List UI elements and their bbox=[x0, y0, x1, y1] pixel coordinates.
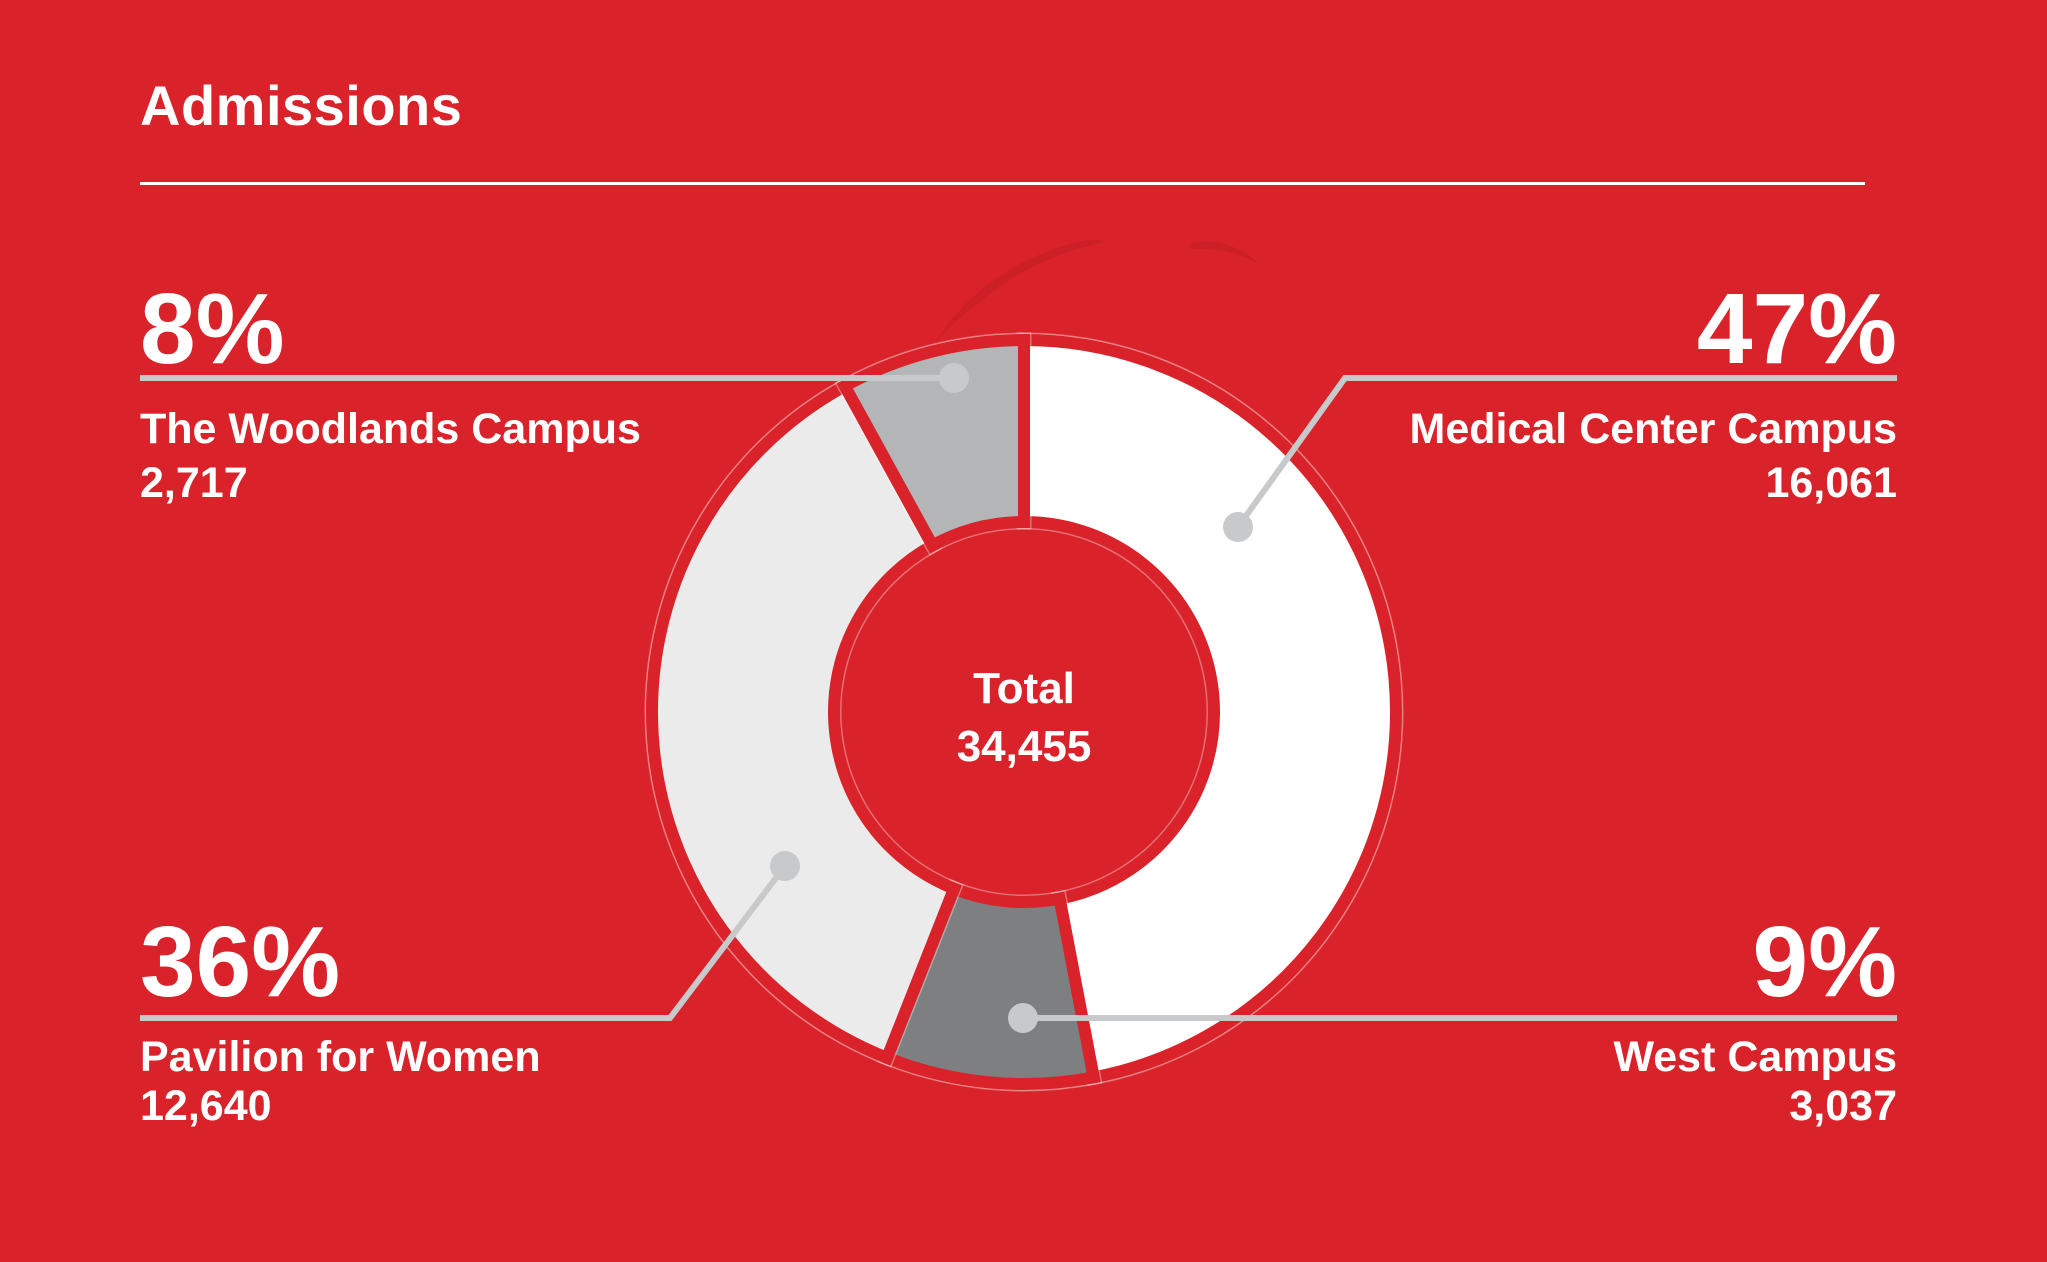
donut-segment-medical-center-campus bbox=[1018, 333, 1402, 1085]
callout-value: 2,717 bbox=[140, 459, 248, 507]
donut-center-label: Total 34,455 bbox=[957, 660, 1092, 776]
callout-percent: 9% bbox=[1752, 906, 1897, 1018]
leader-dot-pavilion-for-women bbox=[770, 851, 800, 881]
leader-dot-medical-center-campus bbox=[1223, 512, 1253, 542]
decorative-swoosh bbox=[934, 239, 1105, 346]
callout-value: 16,061 bbox=[1765, 459, 1897, 507]
total-label: Total bbox=[973, 664, 1075, 713]
callout-west-campus: 9% West Campus 3,037 bbox=[1137, 912, 1897, 1172]
callout-value: 12,640 bbox=[140, 1082, 272, 1130]
leader-line-medical-center-campus bbox=[1235, 375, 1897, 529]
donut-segments bbox=[644, 332, 1404, 1092]
callout-percent: 36% bbox=[140, 906, 341, 1018]
leader-dot-west-campus bbox=[1008, 1003, 1038, 1033]
page-title: Admissions bbox=[140, 74, 463, 137]
callout-name: Medical Center Campus bbox=[1409, 405, 1897, 453]
decorative-swoosh-small bbox=[1188, 241, 1259, 264]
callout-name: West Campus bbox=[1613, 1033, 1897, 1081]
callout-percent: 8% bbox=[140, 273, 285, 385]
donut-segment-the-woodlands-campus bbox=[836, 333, 1030, 554]
donut-segment-pavilion-for-women bbox=[645, 377, 962, 1066]
leader-lines bbox=[140, 363, 1897, 1033]
callout-name: Pavilion for Women bbox=[140, 1033, 541, 1081]
title-divider bbox=[140, 182, 1865, 185]
callout-value: 3,037 bbox=[1789, 1082, 1897, 1130]
leader-dot-the-woodlands-campus bbox=[939, 363, 969, 393]
callout-the-woodlands-campus: 8% The Woodlands Campus 2,717 bbox=[140, 279, 900, 539]
leader-line-pavilion-for-women bbox=[140, 864, 788, 1021]
total-value: 34,455 bbox=[956, 722, 1092, 771]
callout-percent: 47% bbox=[1696, 273, 1897, 385]
callout-name: The Woodlands Campus bbox=[140, 405, 641, 453]
callout-pavilion-for-women: 36% Pavilion for Women 12,640 bbox=[140, 912, 900, 1172]
callout-medical-center-campus: 47% Medical Center Campus 16,061 bbox=[1137, 279, 1897, 539]
